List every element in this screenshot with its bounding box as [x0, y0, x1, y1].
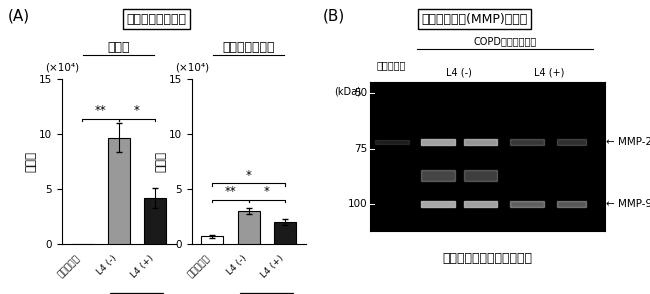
- Text: ← MMP-2: ← MMP-2: [606, 137, 650, 147]
- Bar: [557, 139, 586, 145]
- Text: 肺胞破壊酵素(MMP)の活性: 肺胞破壊酵素(MMP)の活性: [421, 13, 528, 26]
- Text: L4 (-): L4 (-): [226, 254, 248, 277]
- Text: 正常マウス: 正常マウス: [377, 61, 406, 71]
- Bar: [463, 201, 497, 207]
- Text: **: **: [224, 185, 236, 198]
- Text: L4 (+): L4 (+): [534, 67, 565, 77]
- Bar: [510, 139, 544, 145]
- Text: L4 (+): L4 (+): [259, 254, 285, 280]
- Text: *: *: [134, 104, 140, 117]
- Text: *: *: [246, 169, 252, 182]
- Text: 好中球: 好中球: [107, 41, 130, 54]
- Bar: [421, 139, 455, 145]
- Bar: [463, 170, 497, 181]
- Text: 正常マウス: 正常マウス: [187, 254, 212, 279]
- Text: (×10⁴): (×10⁴): [45, 63, 79, 73]
- Y-axis label: 細胞数: 細胞数: [155, 151, 168, 172]
- Bar: [201, 236, 223, 244]
- Text: L4 (-): L4 (-): [96, 254, 119, 277]
- Bar: [108, 138, 129, 244]
- Bar: [463, 139, 497, 145]
- Text: 75: 75: [354, 144, 367, 154]
- Bar: [510, 201, 544, 207]
- Bar: [144, 198, 166, 244]
- Text: *: *: [264, 185, 270, 198]
- Text: 肺に集まる白血球: 肺に集まる白血球: [126, 13, 186, 26]
- Text: L4 (+): L4 (+): [129, 254, 155, 280]
- Bar: [421, 201, 455, 207]
- Text: L4 (-): L4 (-): [447, 67, 473, 77]
- Bar: [421, 170, 455, 181]
- Text: ゼラチンザイモグラフィー: ゼラチンザイモグラフィー: [443, 252, 532, 265]
- Bar: [557, 201, 586, 207]
- Text: 正常マウス: 正常マウス: [57, 254, 82, 279]
- Text: (B): (B): [323, 9, 345, 24]
- Text: ← MMP-9: ← MMP-9: [606, 199, 650, 209]
- Text: (A): (A): [8, 9, 30, 24]
- Text: **: **: [94, 104, 106, 117]
- Y-axis label: 細胞数: 細胞数: [25, 151, 38, 172]
- Text: (×10⁴): (×10⁴): [175, 63, 209, 73]
- Text: (kDa): (kDa): [334, 87, 361, 97]
- Text: マクロファージ: マクロファージ: [222, 41, 275, 54]
- Bar: [274, 222, 296, 244]
- Bar: [238, 211, 259, 244]
- Bar: [374, 140, 408, 144]
- Text: 50: 50: [354, 88, 367, 98]
- Text: 100: 100: [348, 199, 367, 209]
- Text: COPDモデルマウス: COPDモデルマウス: [473, 36, 537, 46]
